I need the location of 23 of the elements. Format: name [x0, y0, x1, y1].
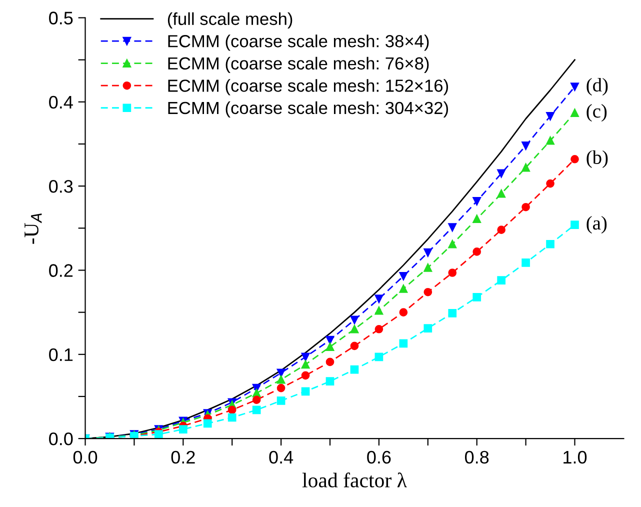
- legend-label: ECMM (coarse scale mesh: 76×8): [168, 56, 429, 74]
- y-tick-label: 0.2: [49, 264, 73, 277]
- legend-label: ECMM (coarse scale mesh: 152×16): [168, 79, 448, 96]
- x-tick-label: 0.2: [171, 450, 195, 464]
- x-tick-label: 0.8: [465, 450, 489, 464]
- annotation: (d): [586, 78, 608, 96]
- legend-label: ECMM (coarse scale mesh: 304×32): [168, 101, 448, 118]
- annotation: (a): [586, 216, 607, 234]
- y-tick-label: 0.4: [49, 96, 73, 109]
- y-axis-title: -U$_{A}$: [24, 213, 42, 244]
- annotation: (b): [586, 150, 608, 168]
- annotation: (c): [586, 104, 607, 122]
- x-tick-label: 0.6: [367, 450, 391, 464]
- y-tick-label: 0.5: [49, 12, 73, 24]
- legend-label: ECMM (coarse scale mesh: 38×4): [168, 34, 429, 51]
- x-tick-label: 0.0: [73, 450, 98, 464]
- x-tick-label: 1.0: [564, 450, 587, 464]
- y-tick-label: 0.0: [49, 432, 73, 446]
- y-tick-label: 0.1: [49, 348, 73, 362]
- x-tick-label: 0.4: [269, 450, 294, 464]
- x-axis-title: load factor λ: [302, 472, 407, 488]
- legend-label: (full scale mesh): [168, 12, 292, 29]
- y-tick-label: 0.3: [49, 180, 73, 193]
